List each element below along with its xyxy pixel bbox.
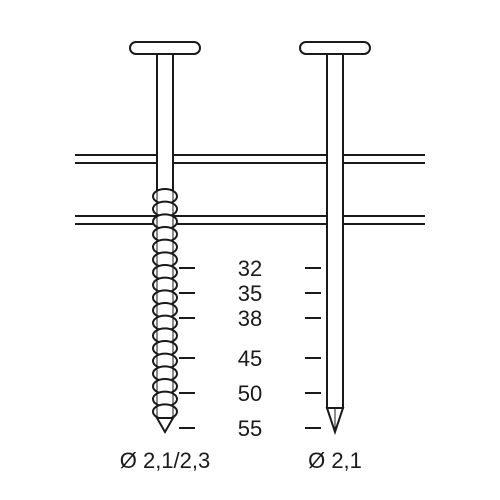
diameter-label-left: Ø 2,1/2,3 xyxy=(120,448,211,473)
nail-head xyxy=(300,42,370,54)
scale-label: 38 xyxy=(238,306,262,331)
scale-label: 35 xyxy=(238,281,262,306)
scale-label: 55 xyxy=(238,416,262,441)
scale-label: 32 xyxy=(238,256,262,281)
diameter-label-right: Ø 2,1 xyxy=(308,448,362,473)
nail-shank-smooth xyxy=(157,54,173,190)
nail-diagram: 323538 45 50 55 Ø 2,1/2,3 Ø 2,1 xyxy=(0,0,500,500)
scale-label: 45 xyxy=(238,346,262,371)
nail-tip xyxy=(157,418,173,432)
scale-label: 50 xyxy=(238,381,262,406)
nail-shank xyxy=(327,54,343,408)
nail-head xyxy=(130,42,200,54)
